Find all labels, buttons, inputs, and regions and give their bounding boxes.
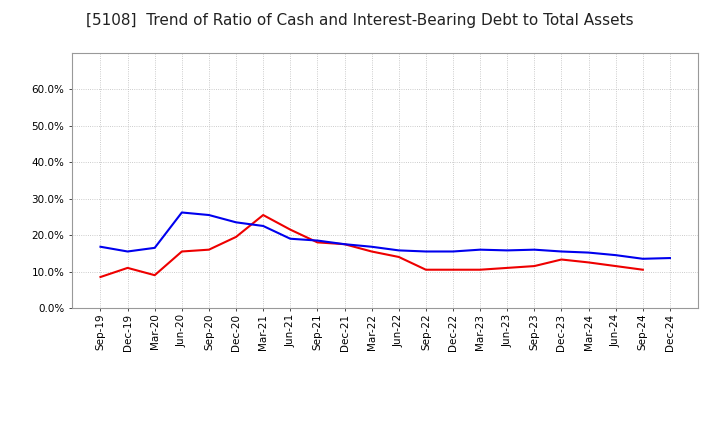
Cash [639, 267, 647, 272]
Cash [530, 264, 539, 269]
Interest-Bearing Debt [286, 236, 294, 242]
Cash [476, 267, 485, 272]
Cash [204, 247, 213, 252]
Interest-Bearing Debt [232, 220, 240, 225]
Interest-Bearing Debt [665, 255, 674, 260]
Interest-Bearing Debt [123, 249, 132, 254]
Interest-Bearing Debt [530, 247, 539, 252]
Cash [584, 260, 593, 265]
Cash [96, 275, 105, 280]
Cash [611, 264, 620, 269]
Interest-Bearing Debt [557, 249, 566, 254]
Line: Cash: Cash [101, 215, 643, 277]
Cash [449, 267, 457, 272]
Interest-Bearing Debt [341, 242, 349, 247]
Interest-Bearing Debt [503, 248, 511, 253]
Interest-Bearing Debt [476, 247, 485, 252]
Interest-Bearing Debt [449, 249, 457, 254]
Cash [232, 234, 240, 239]
Interest-Bearing Debt [204, 213, 213, 218]
Cash [150, 272, 159, 278]
Interest-Bearing Debt [259, 224, 268, 229]
Cash [395, 254, 403, 260]
Cash [259, 213, 268, 218]
Cash [286, 227, 294, 232]
Interest-Bearing Debt [178, 210, 186, 215]
Cash [557, 257, 566, 262]
Cash [313, 240, 322, 245]
Interest-Bearing Debt [96, 244, 105, 249]
Interest-Bearing Debt [313, 238, 322, 243]
Cash [421, 267, 430, 272]
Text: [5108]  Trend of Ratio of Cash and Interest-Bearing Debt to Total Assets: [5108] Trend of Ratio of Cash and Intere… [86, 13, 634, 28]
Interest-Bearing Debt [395, 248, 403, 253]
Cash [367, 249, 376, 254]
Interest-Bearing Debt [421, 249, 430, 254]
Cash [341, 242, 349, 247]
Interest-Bearing Debt [584, 250, 593, 255]
Interest-Bearing Debt [611, 253, 620, 258]
Line: Interest-Bearing Debt: Interest-Bearing Debt [101, 213, 670, 259]
Cash [503, 265, 511, 271]
Cash [178, 249, 186, 254]
Interest-Bearing Debt [639, 256, 647, 261]
Interest-Bearing Debt [367, 244, 376, 249]
Interest-Bearing Debt [150, 245, 159, 250]
Cash [123, 265, 132, 271]
